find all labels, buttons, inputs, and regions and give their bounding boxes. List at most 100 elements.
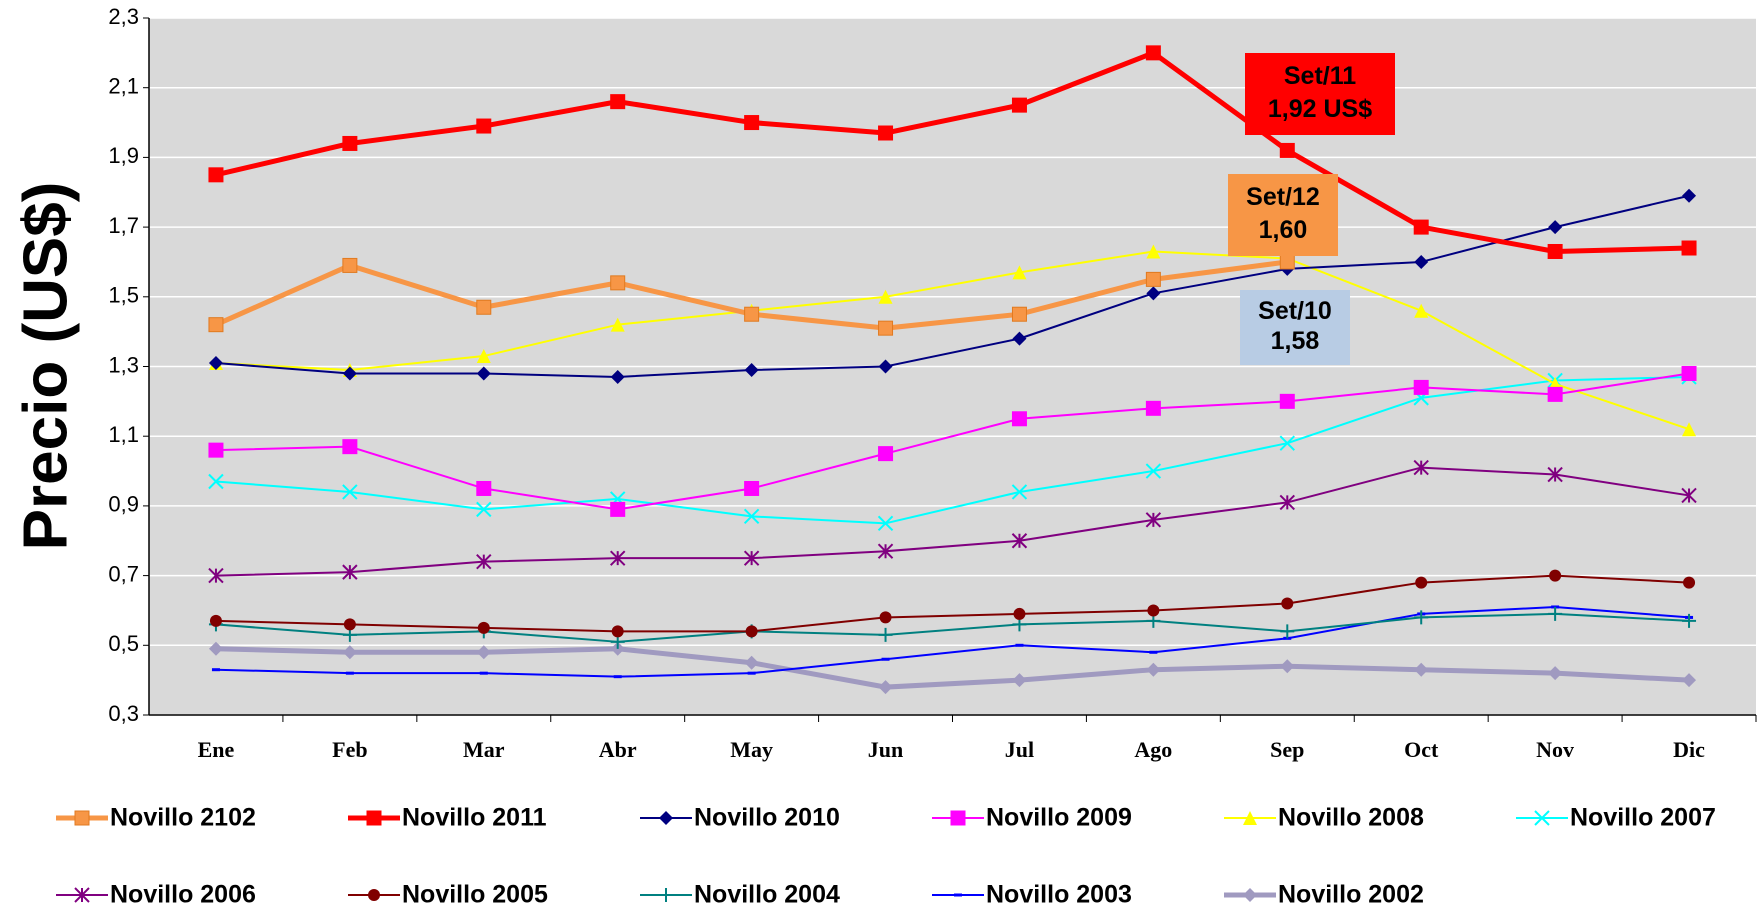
legend-label: Novillo 2005 [402, 881, 548, 909]
marker [610, 275, 626, 291]
marker [1683, 576, 1696, 589]
marker [1145, 512, 1162, 528]
y-tick-label: 0,7 [108, 561, 139, 586]
marker [1243, 888, 1257, 902]
marker [1682, 188, 1697, 203]
marker [366, 810, 382, 826]
marker [208, 167, 224, 183]
marker [611, 625, 624, 638]
marker [1011, 484, 1028, 500]
marker [1011, 533, 1028, 549]
marker [610, 369, 625, 384]
marker [877, 543, 894, 559]
marker [476, 553, 492, 570]
line [215, 372, 1690, 511]
marker [744, 655, 759, 670]
marker [476, 118, 492, 134]
marker [342, 135, 358, 151]
marker [342, 366, 357, 381]
marker [878, 359, 893, 374]
marker [1279, 393, 1295, 409]
y-tick-label: 1,7 [108, 213, 139, 238]
y-tick-label: 0,3 [108, 701, 139, 726]
y-tick-label: 1,1 [108, 422, 139, 447]
series [208, 365, 1697, 517]
marker [343, 618, 356, 631]
marker [342, 645, 357, 660]
marker [1549, 569, 1562, 582]
marker [1011, 97, 1027, 113]
marker [1682, 613, 1697, 628]
marker [476, 366, 491, 381]
y-tick-label: 1,5 [108, 283, 139, 308]
marker [744, 362, 759, 377]
marker [745, 625, 758, 638]
line [215, 605, 1690, 678]
series [208, 459, 1697, 584]
marker [1681, 240, 1697, 256]
y-tick-label: 0,5 [108, 631, 139, 656]
marker [1243, 811, 1257, 825]
marker [1548, 666, 1563, 681]
marker [476, 645, 491, 660]
marker [610, 94, 626, 110]
x-tick-label: Nov [1536, 737, 1574, 762]
annotation-text: Set/11 [1284, 62, 1356, 90]
marker [1145, 400, 1161, 416]
marker [1534, 810, 1550, 826]
annotation-box [1245, 53, 1395, 135]
x-tick-label: May [730, 737, 773, 762]
marker [1279, 494, 1295, 511]
marker [1414, 662, 1429, 677]
legend-label: Novillo 2006 [110, 881, 256, 909]
marker [1145, 463, 1162, 479]
legend-label: Novillo 2003 [986, 881, 1132, 909]
marker [1280, 624, 1295, 639]
x-tick-label: Mar [463, 737, 505, 762]
marker [743, 550, 760, 566]
marker [1548, 220, 1563, 235]
marker [1145, 271, 1161, 287]
marker [1281, 597, 1294, 610]
marker [1145, 45, 1161, 61]
marker [1547, 386, 1563, 402]
marker [878, 289, 893, 304]
marker [1012, 331, 1027, 346]
marker [476, 349, 491, 364]
annotation-text: Set/12 [1246, 183, 1320, 211]
marker [208, 317, 224, 333]
marker [1280, 659, 1295, 674]
marker [1548, 606, 1563, 621]
x-tick-label: Ago [1134, 737, 1172, 762]
marker [476, 480, 492, 496]
annotation-text: 1,92 US$ [1268, 95, 1372, 123]
annotation-text: 1,58 [1271, 327, 1320, 355]
marker [878, 125, 894, 141]
legend-label: Novillo 2008 [1278, 804, 1424, 832]
legend-label: Novillo 2007 [1570, 804, 1716, 832]
marker [1414, 254, 1429, 269]
marker [878, 627, 893, 642]
line [215, 50, 1690, 254]
annotation-text: Set/10 [1258, 297, 1332, 325]
series [211, 605, 1694, 679]
marker [659, 888, 673, 902]
y-tick-label: 1,3 [108, 352, 139, 377]
marker [1413, 219, 1429, 235]
series [208, 188, 1697, 384]
marker [1146, 244, 1161, 259]
marker [208, 356, 223, 371]
marker [1547, 243, 1563, 259]
legend-label: Novillo 2004 [694, 881, 840, 909]
x-tick-label: Dic [1673, 737, 1705, 762]
x-tick-label: Jul [1005, 737, 1034, 762]
marker [1413, 459, 1429, 476]
marker [1146, 662, 1161, 677]
marker [950, 810, 966, 826]
marker [1279, 435, 1295, 451]
marker [208, 641, 223, 656]
series [208, 45, 1697, 259]
x-tick-label: Feb [332, 737, 367, 762]
annotation-box [1228, 174, 1338, 256]
